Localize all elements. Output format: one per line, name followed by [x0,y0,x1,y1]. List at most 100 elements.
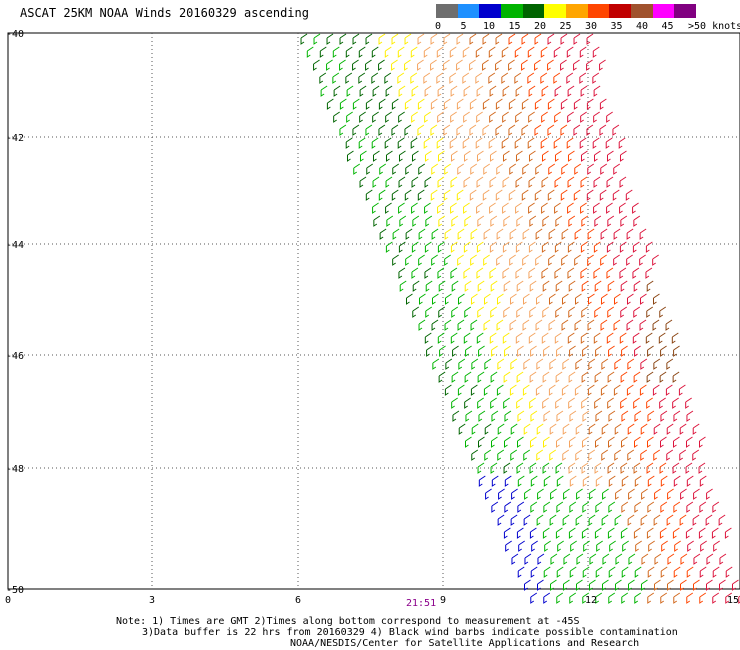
wind-barb [458,423,466,435]
wind-barb [477,280,485,292]
wind-barb [359,85,367,97]
wind-barb [371,46,379,58]
wind-barb [594,215,602,227]
wind-barb [503,397,510,409]
wind-barb [613,293,621,305]
wind-barb [491,345,498,357]
wind-barb [581,306,589,318]
wind-barb [451,397,458,409]
wind-barb [596,540,603,552]
wind-barb [621,436,628,448]
wind-barb [582,475,590,487]
wind-barb [540,46,548,58]
wind-barb [686,501,694,513]
wind-barb [588,514,596,526]
wind-barb [385,111,392,123]
wind-barb [542,371,550,383]
wind-barb [633,306,641,318]
wind-barb [574,254,581,266]
wind-barb [482,98,490,110]
wind-barb [478,475,486,487]
map-title: ASCAT 25KM NOAA Winds 20160329 ascending [20,6,309,20]
legend-tick-label: 15 [508,21,521,32]
wind-barb [502,332,510,344]
wind-barb [514,137,522,149]
wind-barb [452,345,459,357]
wind-barb [672,527,680,539]
wind-barb [530,410,538,422]
wind-barb [517,436,524,448]
wind-barb [718,514,726,526]
wind-barb [496,293,504,305]
wind-barb [477,371,485,383]
wind-barb [646,306,654,318]
wind-barb [666,449,674,461]
wind-barb [556,475,564,487]
wind-barb [378,59,385,71]
wind-barb [391,59,398,71]
wind-barb [470,319,478,331]
wind-barb [502,202,509,214]
wind-barb [607,527,615,539]
wind-barb [560,124,568,136]
wind-barb [699,475,707,487]
wind-barb [640,423,648,435]
wind-barb [528,202,535,214]
wind-barb [524,488,531,500]
wind-barb [659,527,667,539]
wind-barb [359,111,366,123]
wind-barb [438,280,446,292]
wind-barb [463,176,471,188]
longitude-label: 3 [149,595,155,606]
wind-barb [339,33,347,45]
wind-barb [679,449,687,461]
wind-barb [359,176,367,188]
wind-barb [620,215,628,227]
wind-barb [543,436,550,448]
legend-tick-label: 25 [559,21,572,32]
wind-barb [594,306,602,318]
wind-barb [580,241,588,253]
wind-barb [463,85,471,97]
wind-barb [594,371,602,383]
wind-barb [418,319,426,331]
wind-barb [606,332,614,344]
wind-barb [373,215,381,227]
wind-barb [535,254,542,266]
wind-barb [339,124,347,136]
wind-barb [687,540,694,552]
wind-barb [548,228,556,240]
wind-barb [543,592,551,604]
wind-barb [592,137,600,149]
wind-barb [536,449,544,461]
wind-barb [365,189,373,201]
latitude-label: -50 [6,585,24,596]
wind-barb [470,384,478,396]
wind-barb [548,254,555,266]
wind-barb [568,306,576,318]
wind-barb [570,540,577,552]
wind-barb [582,592,590,604]
wind-barb [399,280,407,292]
wind-barb [647,436,654,448]
wind-barb [482,59,489,71]
wind-barb [581,462,589,474]
wind-barb [423,46,431,58]
wind-barb [477,397,484,409]
wind-barb [627,449,635,461]
wind-barb [557,540,564,552]
wind-barb [424,241,432,253]
wind-barb [444,319,452,331]
wind-barb [501,137,509,149]
wind-barb [476,202,483,214]
wind-barb [457,228,465,240]
wind-barb [484,423,492,435]
wind-barb [562,423,570,435]
wind-barb [646,280,654,292]
wind-barb [550,553,558,565]
wind-barb [541,111,548,123]
wind-barb [359,150,367,162]
wind-barb [495,59,502,71]
wind-barb [555,397,562,409]
